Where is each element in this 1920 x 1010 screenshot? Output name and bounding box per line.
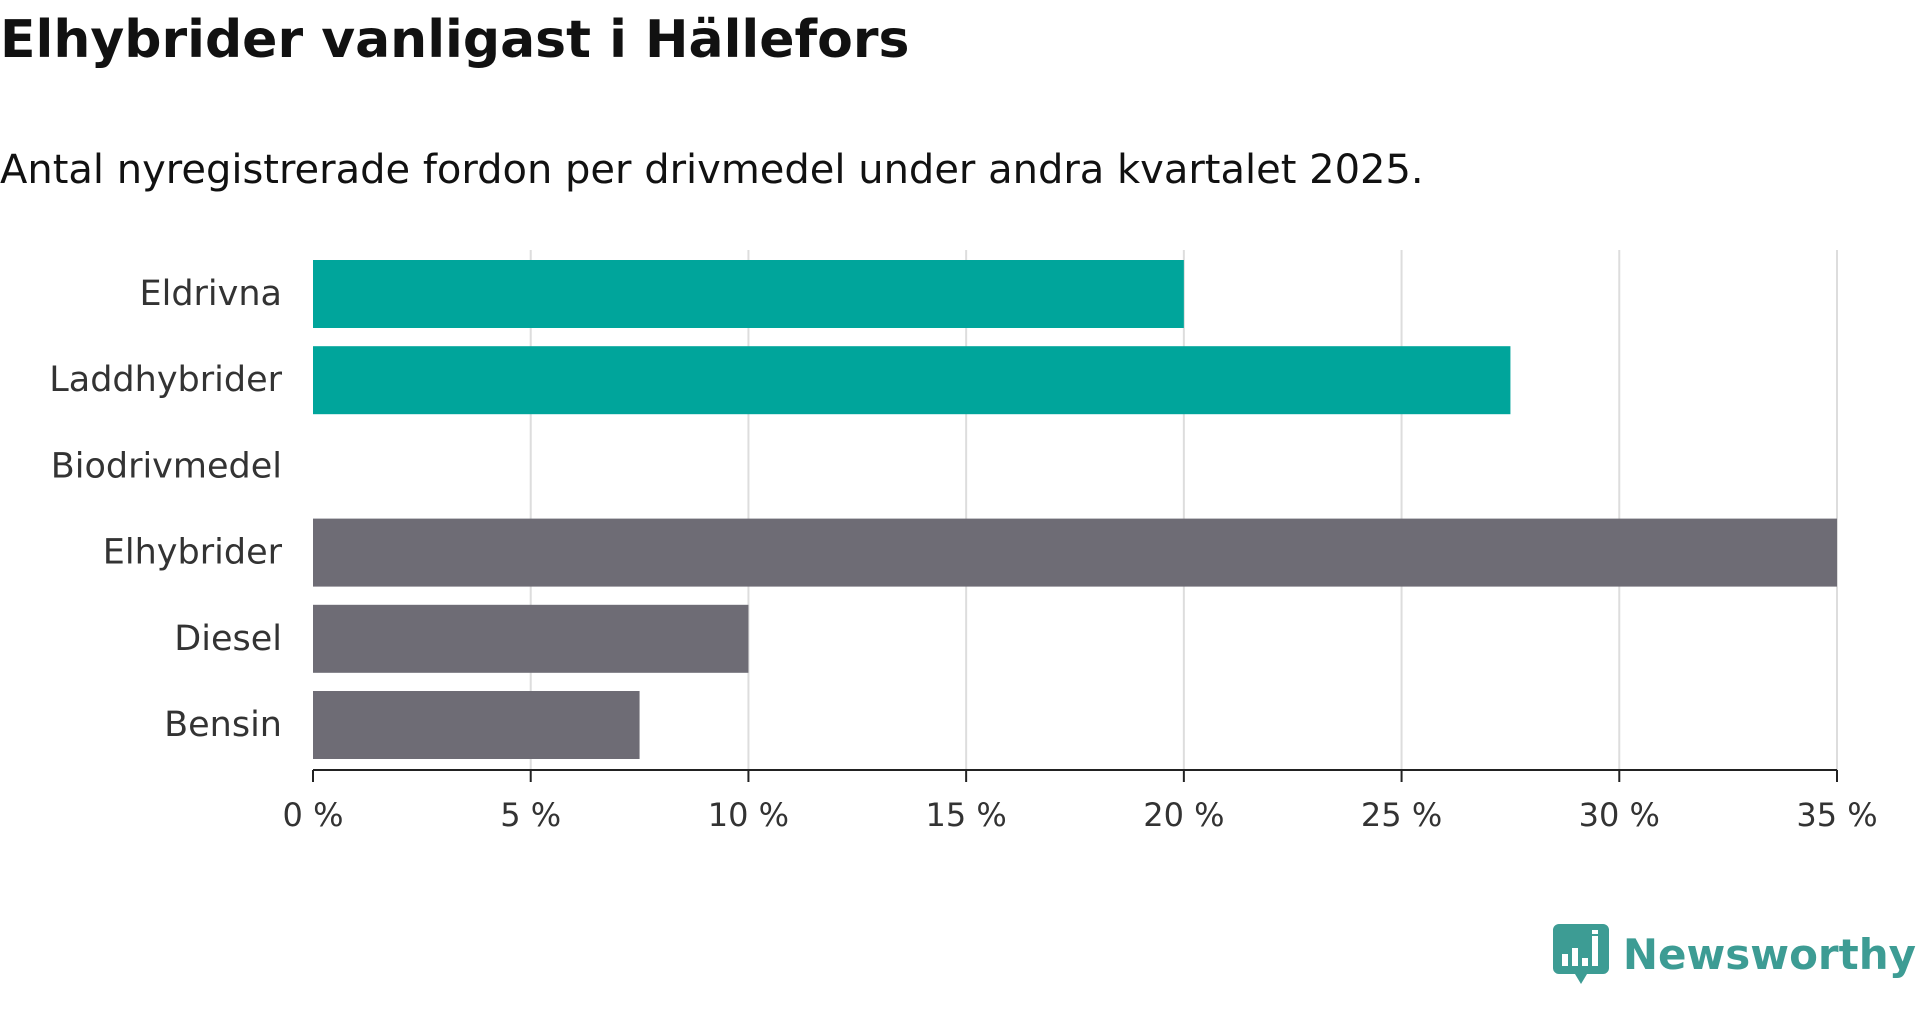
bars	[313, 260, 1837, 759]
x-tick-label: 10 %	[708, 796, 789, 834]
chart-subtitle: Antal nyregistrerade fordon per drivmede…	[0, 147, 1424, 193]
x-tick-label: 5 %	[500, 796, 561, 834]
brand-name: Newsworthy	[1622, 930, 1916, 979]
category-label: Eldrivna	[139, 274, 282, 314]
bar-diesel	[313, 604, 749, 673]
x-tick-label: 35 %	[1796, 796, 1877, 834]
bar-eldrivna	[313, 260, 1184, 328]
x-axis: 0 % 5 % 10 % 15 % 20 % 25 % 30 % 35 %	[283, 769, 1878, 834]
chart-speech-bubble-icon	[1552, 924, 1609, 984]
x-tick-label: 30 %	[1579, 796, 1660, 834]
category-label: Elhybrider	[103, 533, 283, 573]
x-tick-label: 25 %	[1361, 796, 1442, 834]
category-labels: Eldrivna Laddhybrider Biodrivmedel Elhybrid…	[49, 274, 282, 745]
bar-elhybrider	[313, 518, 1837, 587]
x-tick-label: 15 %	[925, 796, 1006, 834]
category-label: Biodrivmedel	[51, 446, 282, 486]
category-label: Diesel	[174, 619, 282, 659]
x-tick-label: 0 %	[283, 796, 344, 834]
brand-logo: Newsworthy	[1552, 924, 1916, 986]
x-tick-label: 20 %	[1143, 796, 1224, 834]
bar-laddhybrider	[313, 346, 1511, 415]
category-label: Laddhybrider	[49, 360, 282, 400]
bar-bensin	[313, 691, 640, 759]
category-label: Bensin	[164, 705, 282, 745]
gridlines	[529, 250, 1838, 770]
chart-title: Elhybrider vanligast i Hällefors	[0, 10, 910, 70]
